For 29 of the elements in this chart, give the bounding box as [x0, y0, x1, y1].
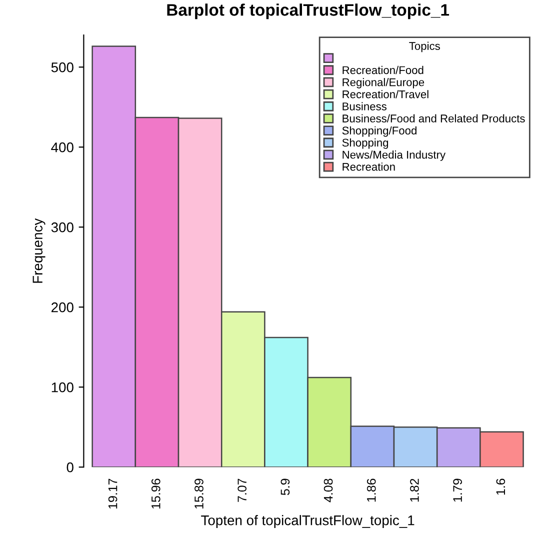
x-tick-label: 1.86 — [366, 478, 376, 502]
x-tick-label: 5.9 — [280, 478, 290, 496]
x-tick-label: 7.07 — [238, 478, 247, 502]
x-tick-label: 15.96 — [151, 478, 160, 509]
y-axis-title: Frequency — [32, 218, 46, 283]
x-axis-title: Topten of topicalTrustFlow_topic_1 — [201, 515, 414, 528]
chart-title: Barplot of topicalTrustFlow_topic_1 — [167, 4, 450, 20]
legend-label: Business/Food and Related Products — [342, 114, 525, 122]
x-tick-label: 19.17 — [108, 478, 118, 509]
legend-label: Recreation/Food — [342, 66, 424, 74]
legend-label: Shopping — [342, 138, 388, 149]
x-tick-label: 1.6 — [496, 478, 506, 495]
y-tick-label: 500 — [51, 62, 74, 72]
y-tick-label: 200 — [52, 302, 74, 312]
legend-label: Recreation/Travel — [342, 90, 428, 98]
legend-title: Topics — [409, 42, 440, 52]
y-tick-label: 100 — [52, 382, 74, 392]
legend-label: News/Media Industry — [342, 150, 446, 161]
y-tick-label: 0 — [66, 462, 74, 472]
x-tick-label: 1.82 — [410, 478, 419, 502]
legend-label: Recreation — [342, 162, 395, 171]
y-tick-label: 400 — [51, 142, 74, 152]
x-tick-label: 15.89 — [194, 478, 204, 509]
x-tick-label: 4.08 — [324, 478, 333, 502]
y-tick-label: 300 — [51, 222, 74, 232]
legend-label: Shopping/Food — [342, 126, 416, 137]
legend-label: Regional/Europe — [342, 78, 424, 88]
legend-label: Business — [342, 102, 386, 110]
x-tick-label: 1.79 — [453, 478, 462, 502]
